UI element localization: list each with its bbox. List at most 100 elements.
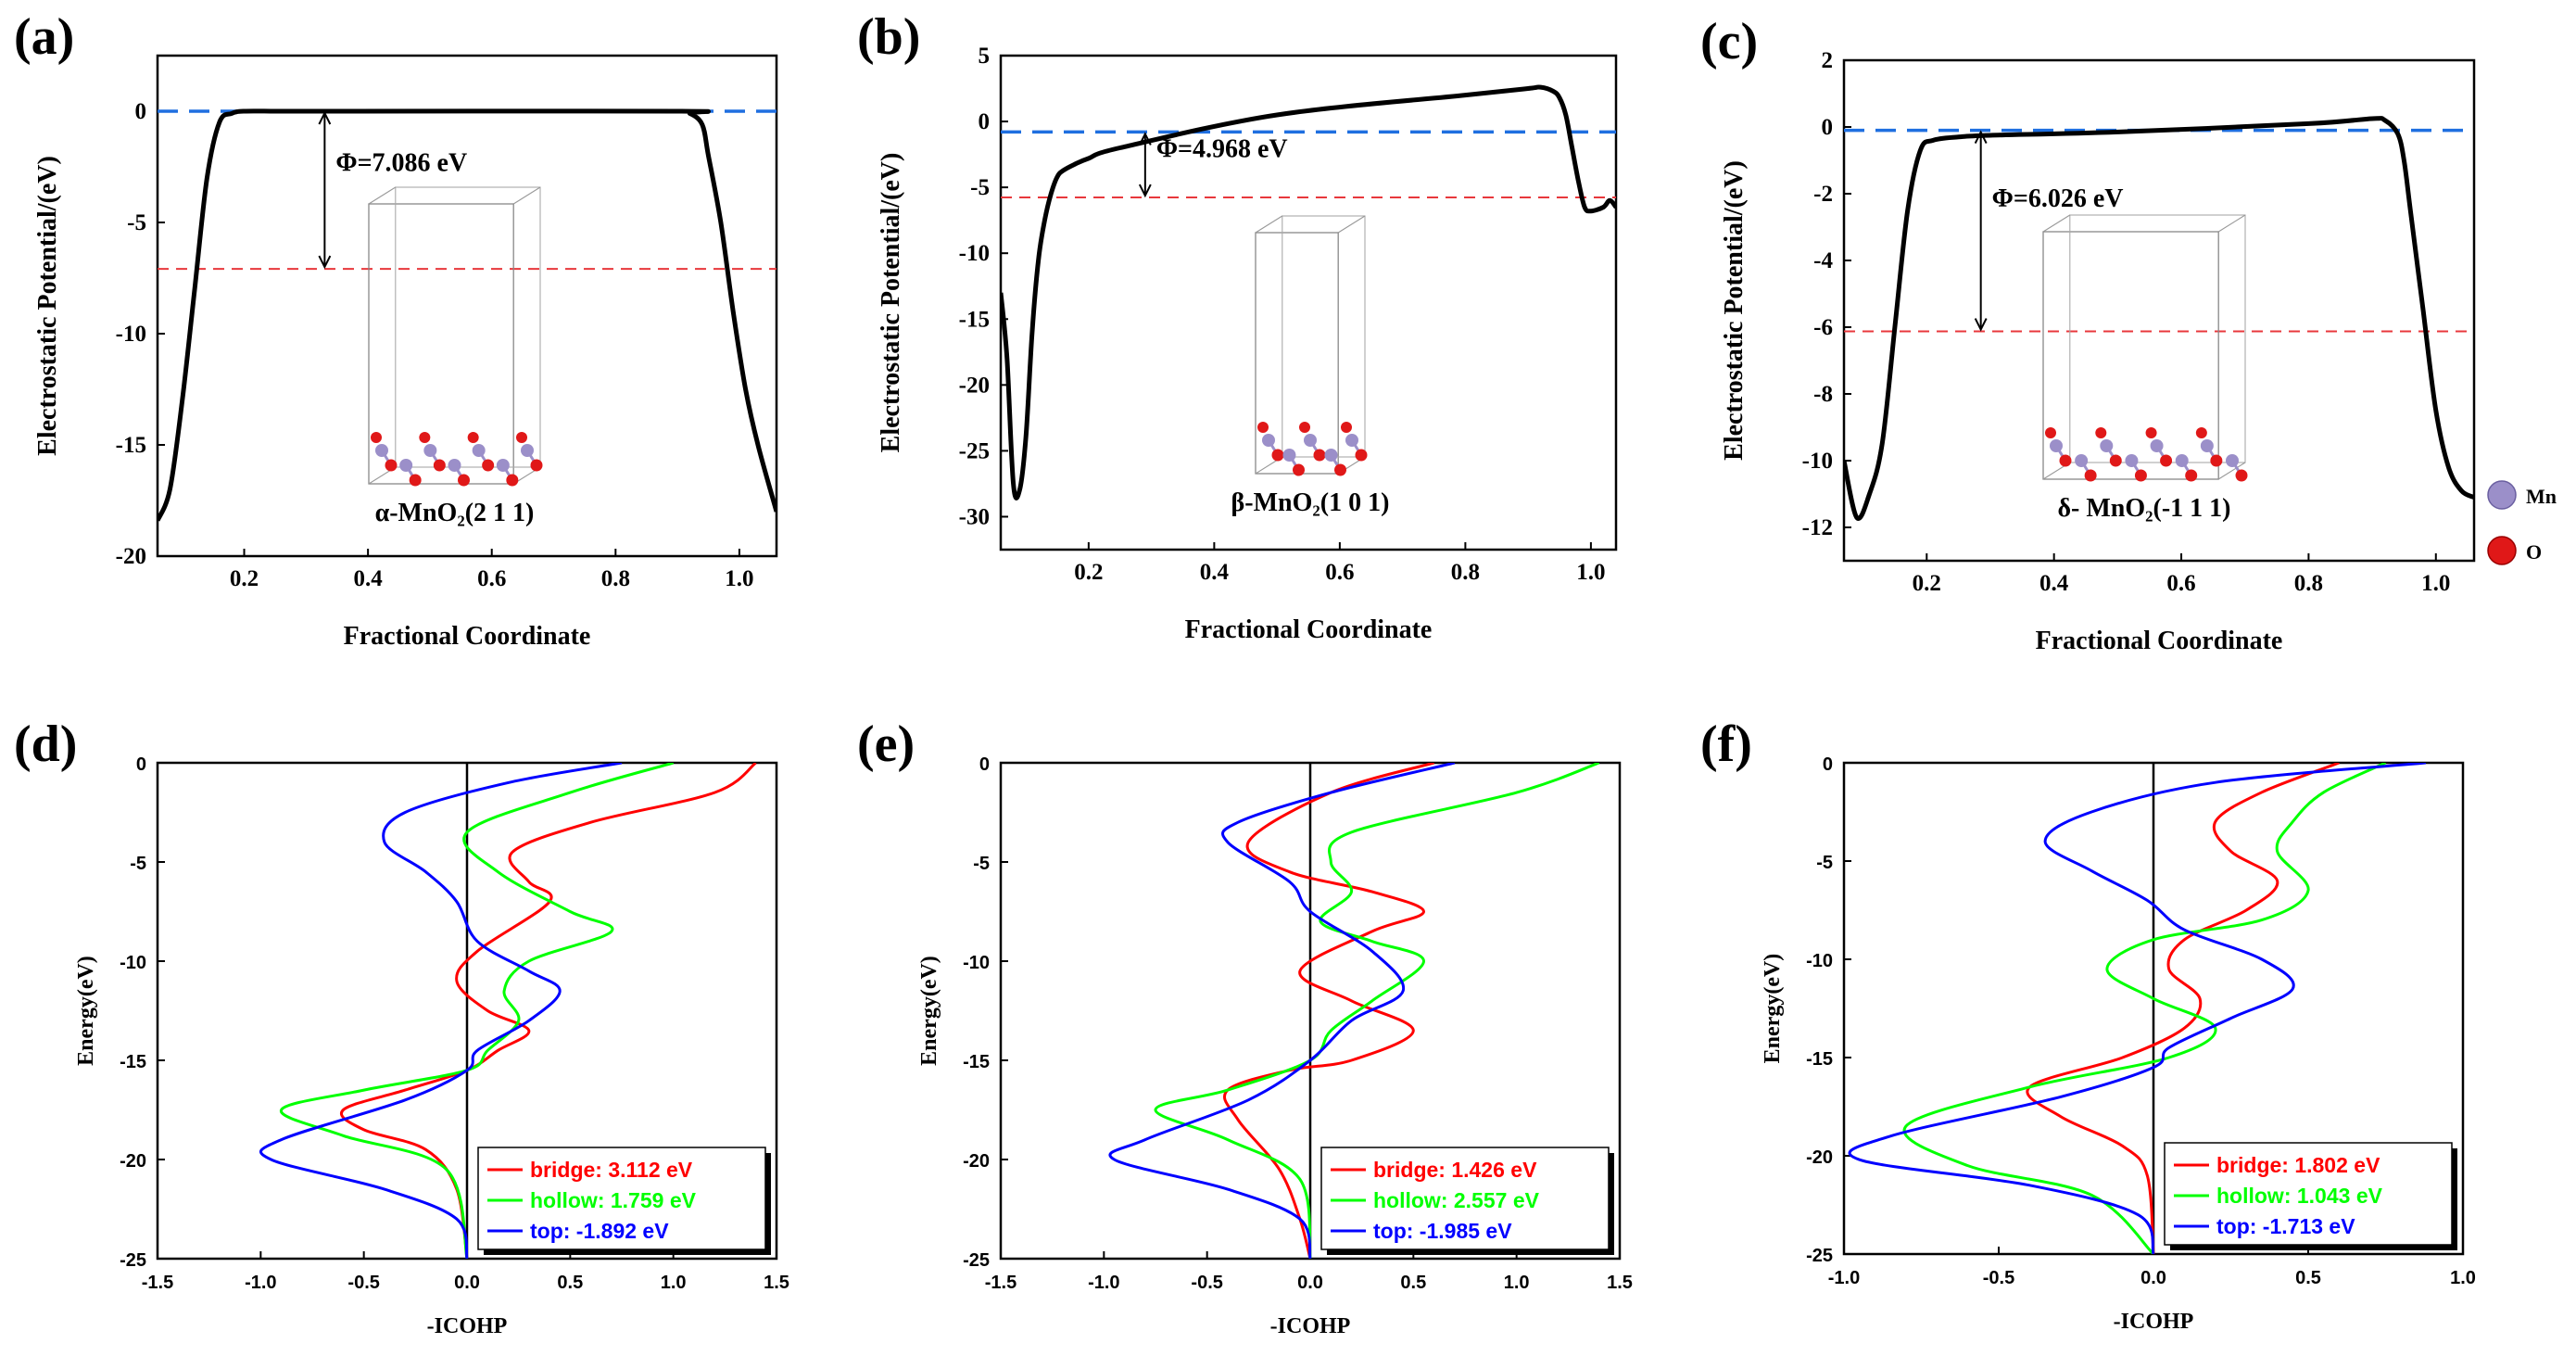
x-tick-label: 0.5 [1400,1273,1426,1293]
y-tick-label: 0 [979,109,991,134]
panel-f: (f) -1.0 -0.5 0.0 0.5 1.0 -25 -20 -15 -10 -5 0 -ICOH… [1700,716,2476,1334]
panel-label: (b) [857,8,920,66]
y-tick-label: -6 [1813,315,1833,340]
mn-atom-icon [2226,454,2239,467]
o-atom-icon [1271,449,1284,462]
o-atom-icon [1313,449,1326,462]
y-tick-label: -5 [973,854,990,874]
o-atom-icon [506,474,519,487]
x-tick-label: 0.2 [230,566,259,591]
y-tick-label: -10 [959,241,990,266]
x-tick-label: 0.6 [477,566,506,591]
y-tick-label: -12 [1802,515,1833,540]
legend-label-top: top: -1.892 eV [530,1219,669,1243]
legend-label-bridge: bridge: 1.802 eV [2216,1153,2380,1177]
x-tick-label: -1.0 [245,1273,276,1293]
y-tick-label: 5 [979,44,991,69]
x-tick-label: 0.0 [2140,1268,2166,1288]
x-tick-label: 1.0 [725,566,753,591]
o-atom-icon [409,474,422,487]
cell-edge [2217,462,2246,480]
mn-atom-icon [1304,434,1317,447]
x-tick-label: 1.0 [2450,1268,2476,1288]
x-tick-label: 0.4 [353,566,383,591]
mn-atom-icon [1262,434,1275,447]
mn-atom-icon [448,459,461,472]
work-function-label: Φ=6.026 eV [1992,184,2124,213]
structure-label: α-MnO₂(2 1 1) [375,499,535,527]
y-tick-label: -5 [1816,853,1833,873]
o-atom-icon [530,459,543,472]
series-line-potential [158,108,777,522]
work-function-label: Φ=7.086 eV [335,149,467,178]
arrow-head-down [318,255,332,270]
o-atom-icon [1334,463,1346,476]
cell-edge [2042,214,2071,233]
series-line-top [259,763,623,1259]
o-atom-icon [1341,422,1352,433]
x-tick-label: 1.0 [1576,560,1605,585]
mn-atom-icon [423,444,437,457]
x-axis-label: Fractional Coordinate [1185,615,1433,644]
element-legend: Mn O [2487,480,2557,565]
legend-box [1320,1147,1610,1250]
legend-label-top: top: -1.985 eV [1373,1219,1512,1243]
o-atom-icon [2084,469,2097,482]
panel-d: (d) -1.5 -1.0 -0.5 0.0 0.5 1.0 1.5 -25 -20 -15 -10 -… [14,716,789,1338]
series-line-bridge [2026,763,2340,1254]
o-atom-icon [2059,454,2072,467]
y-tick-label: -30 [959,504,990,529]
x-tick-label: 0.6 [1325,560,1354,585]
y-tick-label: -20 [1806,1147,1833,1168]
y-tick-label: 0 [136,754,146,775]
x-tick-label: 0.2 [1913,571,1941,596]
mn-atom-icon [1324,449,1338,462]
y-tick-label: -5 [127,210,146,235]
mn-atom-icon [521,444,534,457]
x-tick-label: -0.5 [347,1273,379,1293]
cell-front-face [2042,231,2219,480]
plots-layer: (a)0.2 0.4 0.6 0.8 1.0-20-15-10-50Fractional… [14,8,2476,1338]
legend-label-bridge: bridge: 3.112 eV [530,1158,693,1182]
o-atom-icon [1299,422,1310,433]
legend-box [477,1147,766,1250]
mn-atom-icon [2075,454,2089,467]
mn-legend-label: Mn [2526,485,2557,508]
arrow-head-up [1974,130,1988,145]
x-tick-label: 0.4 [2039,571,2069,596]
o-atom-icon [2109,454,2122,467]
o-atom-icon [482,459,495,472]
mn-atom-icon [375,444,388,457]
plot-frame [999,54,1618,551]
y-axis-label: Energy(eV) [917,956,941,1066]
x-tick-label: -1.0 [1828,1268,1860,1288]
x-tick-label: 1.5 [764,1273,789,1293]
x-tick-label: 0.2 [1074,560,1103,585]
mn-atom-icon [2487,480,2517,510]
y-tick-label: -20 [963,1151,990,1172]
o-atom-icon [516,432,527,443]
y-tick-label: -15 [120,1052,146,1072]
arrow-head-down [1138,184,1152,198]
y-tick-label: -10 [120,953,146,973]
y-axis-label: Energy(eV) [1761,954,1785,1064]
y-tick-label: -10 [963,953,990,973]
x-tick-label: 0.4 [1200,560,1230,585]
cell-edge [1337,215,1366,234]
y-tick-label: -25 [959,438,990,463]
x-tick-label: -1.5 [985,1273,1017,1293]
y-tick-label: -5 [130,854,146,874]
structure-label: β-MnO₂(1 0 1) [1231,488,1390,517]
series-line-hollow [1902,763,2387,1254]
x-tick-label: 0.8 [1451,560,1480,585]
o-atom-icon [2145,427,2157,438]
y-tick-label: -8 [1813,382,1833,407]
mn-atom-icon [2125,454,2139,467]
series-line-bridge [1222,763,1435,1259]
cell-front-face [368,203,514,485]
y-axis-label: Energy(eV) [74,956,98,1066]
y-tick-label: 0 [135,99,147,124]
mn-atom-icon [2200,439,2214,452]
y-tick-label: -5 [970,175,990,200]
cell-back-face [395,186,541,468]
